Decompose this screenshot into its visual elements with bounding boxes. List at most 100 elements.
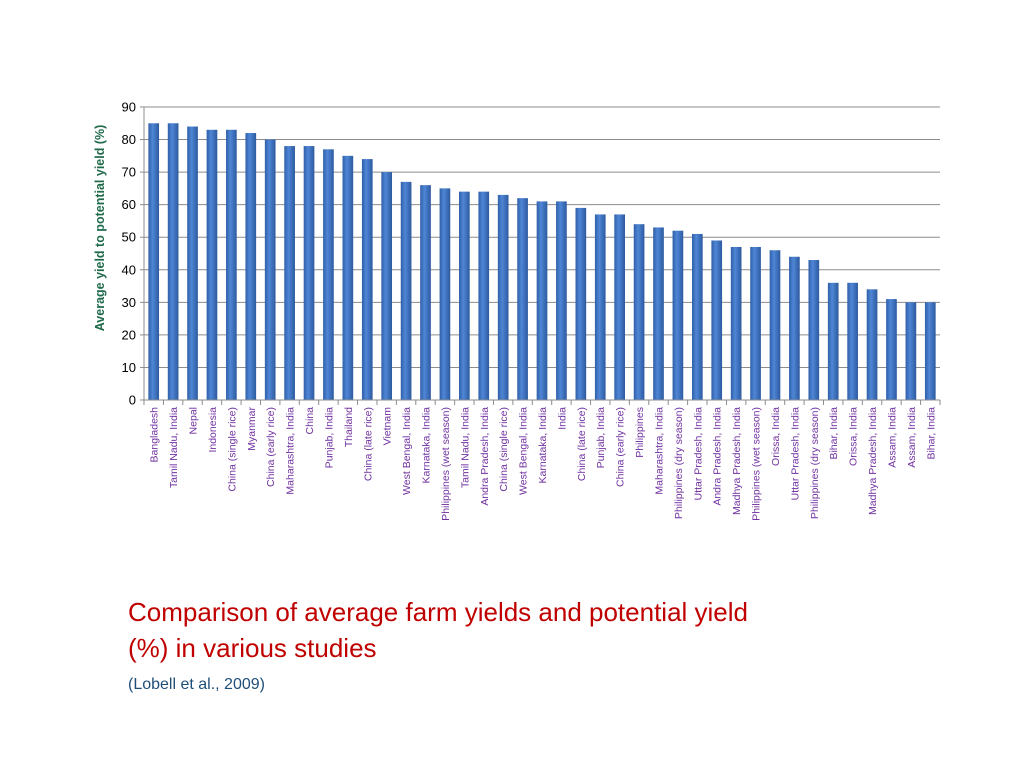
x-tick-label: Philippines (wet season) xyxy=(751,407,763,521)
bar xyxy=(439,188,451,400)
bar xyxy=(653,227,664,400)
bar xyxy=(672,230,684,400)
bar xyxy=(206,129,218,401)
x-tick-label: Madhya Pradesh, India xyxy=(867,407,879,515)
x-tick-label: Myanmar xyxy=(246,407,258,451)
x-tick-label: Maharashtra, India xyxy=(285,407,297,495)
x-tick-label: Punjab, India xyxy=(595,407,607,468)
bar xyxy=(148,123,160,401)
bar xyxy=(808,260,820,400)
axes xyxy=(140,106,941,405)
x-tick-label: Uttar Pradesh, India xyxy=(789,407,801,501)
x-tick-label: Uttar Pradesh, India xyxy=(692,407,704,501)
x-tick-label: West Bengal, India xyxy=(518,407,530,495)
x-tick-label: China xyxy=(304,407,316,435)
x-tick-label: Assam, India xyxy=(886,407,898,468)
bar xyxy=(556,201,567,400)
bar xyxy=(497,194,509,400)
x-tick-label: Tamil Nadu, India xyxy=(168,407,180,488)
x-tick-label: West Bengal, India xyxy=(401,407,413,495)
x-tick-label: Orissa, India xyxy=(848,407,860,466)
x-tick-label: Maharashtra, India xyxy=(653,407,665,495)
bars xyxy=(148,123,936,401)
x-tick-label: China (single rice) xyxy=(226,407,238,492)
x-tick-label: Philippines (dry season) xyxy=(673,407,685,519)
y-tick-label: 30 xyxy=(122,295,136,310)
bar xyxy=(342,155,354,400)
y-tick-label: 10 xyxy=(122,360,136,375)
x-tick-label: Madhya Pradesh, India xyxy=(731,407,743,515)
y-tick-label: 90 xyxy=(122,100,136,115)
x-tick-label: Andra Pradesh, India xyxy=(712,407,724,506)
bar xyxy=(226,129,237,401)
x-tick-labels: Bangladesh Tamil Nadu, India Nepal Indonesi… xyxy=(149,407,938,521)
x-tick-label: China (late rice) xyxy=(362,407,374,481)
x-tick-label: Orissa, India xyxy=(770,407,782,466)
x-tick-label: Punjab, India xyxy=(323,407,335,468)
x-tick-label: China (early rice) xyxy=(615,407,627,487)
bar xyxy=(827,282,839,400)
x-tick-label: Tamil Nadu, India xyxy=(459,407,471,488)
bar xyxy=(420,185,431,400)
bar xyxy=(691,233,703,400)
x-tick-label: Thailand xyxy=(343,407,355,447)
x-tick-label: Philippines (wet season) xyxy=(440,407,452,521)
x-tick-label: Assam, India xyxy=(906,407,918,468)
bar xyxy=(459,191,470,400)
bar xyxy=(594,214,606,400)
bar xyxy=(381,172,393,400)
y-tick-label: 0 xyxy=(129,393,136,408)
x-tick-label: Indonesia xyxy=(207,407,219,453)
y-tick-label: 50 xyxy=(122,230,136,245)
bar xyxy=(478,191,490,400)
x-tick-label: China (early rice) xyxy=(265,407,277,487)
bar xyxy=(866,289,878,400)
y-tick-labels: 0 10 20 30 40 50 60 70 80 90 xyxy=(122,100,136,408)
bar xyxy=(245,133,257,401)
bar xyxy=(323,149,334,400)
caption-source: (Lobell et al., 2009) xyxy=(128,676,265,693)
x-tick-label: Vietnam xyxy=(382,407,394,446)
x-tick-label: Nepal xyxy=(188,407,200,434)
y-tick-label: 40 xyxy=(122,262,136,277)
x-tick-label: China (late rice) xyxy=(576,407,588,481)
x-tick-label: Karnataka, India xyxy=(537,407,549,484)
bar xyxy=(303,146,315,400)
x-tick-label: Philippines xyxy=(634,407,646,458)
x-tick-label: Bihar, India xyxy=(828,407,840,460)
bar-chart: 0 10 20 30 40 50 60 70 80 90 Bangladesh Tamil Nadu… xyxy=(93,100,941,521)
bar xyxy=(400,181,412,400)
bar xyxy=(361,159,373,400)
bar xyxy=(905,302,917,400)
x-tick-label: Andra Pradesh, India xyxy=(479,407,491,506)
bar xyxy=(886,299,897,400)
bar xyxy=(167,123,179,401)
bar xyxy=(187,126,198,401)
bar xyxy=(284,146,295,400)
bar xyxy=(769,250,781,400)
caption-title-line2: (%) in various studies xyxy=(128,633,377,663)
y-tick-label: 70 xyxy=(122,165,136,180)
y-axis-label: Average yield to potential yield (%) xyxy=(93,125,107,332)
bar xyxy=(575,207,587,400)
caption-title-line1: Comparison of average farm yields and po… xyxy=(128,597,749,627)
bar xyxy=(924,302,936,400)
y-tick-label: 60 xyxy=(122,197,136,212)
x-tick-label: Philippines (dry season) xyxy=(809,407,821,519)
bar xyxy=(633,224,645,400)
bar xyxy=(750,246,761,400)
bar xyxy=(536,201,548,400)
x-tick-label: Karnataka, India xyxy=(421,407,433,484)
x-tick-label: Bangladesh xyxy=(149,407,161,463)
x-tick-label: China (single rice) xyxy=(498,407,510,492)
bar xyxy=(711,240,723,400)
y-tick-label: 20 xyxy=(122,327,136,342)
bar xyxy=(517,198,528,400)
caption-title: Comparison of average farm yields and po… xyxy=(128,594,948,666)
bar xyxy=(730,246,742,400)
bar xyxy=(847,282,858,400)
x-tick-label: India xyxy=(556,407,568,430)
bar xyxy=(264,139,276,401)
y-tick-label: 80 xyxy=(122,132,136,147)
